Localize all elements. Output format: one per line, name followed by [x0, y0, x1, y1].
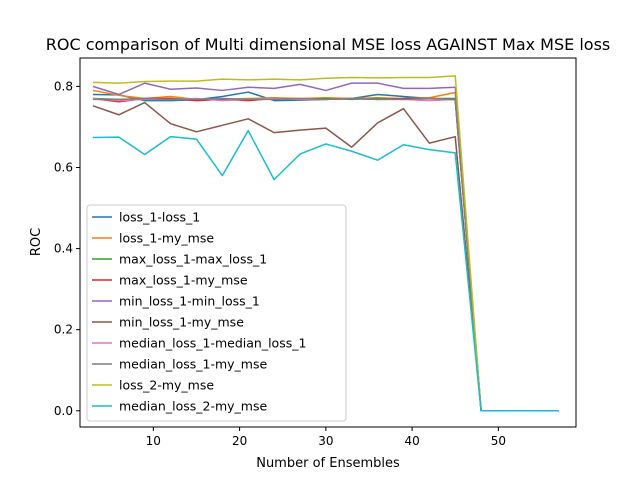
y-tick-label: 0.6: [54, 160, 73, 174]
x-axis-label: Number of Ensembles: [256, 456, 400, 471]
plot-frame: [79, 57, 577, 428]
y-tick-label: 0.8: [54, 79, 73, 93]
x-tick-label: 40: [404, 434, 419, 448]
legend-entry-5: min_loss_1-my_mse: [119, 315, 244, 330]
y-tick-label: 0.0: [54, 404, 73, 418]
legend-box: [86, 204, 347, 422]
legend-entry-0: loss_1-loss_1: [119, 210, 200, 225]
legend-entry-6: median_loss_1-median_loss_1: [119, 336, 306, 351]
y-tick-label: 0.4: [54, 242, 73, 256]
legend-entry-9: median_loss_2-my_mse: [119, 399, 267, 414]
chart-legend: loss_1-loss_1 loss_1-my_mse max_loss_1-max…: [86, 204, 347, 422]
legend-entry-2: max_loss_1-max_loss_1: [119, 252, 267, 267]
legend-entry-4: min_loss_1-min_loss_1: [119, 294, 260, 309]
x-tick-label: 10: [146, 434, 161, 448]
legend-entry-7: median_loss_1-my_mse: [119, 357, 267, 372]
series-layer: [92, 75, 559, 412]
legend-entry-1: loss_1-my_mse: [119, 231, 214, 246]
axes-layer: 10 20 30 40 50 0.0 0.2 0.4 0.6 0.8: [54, 79, 506, 448]
x-tick-label: 30: [318, 434, 333, 448]
y-tick-label: 0.2: [54, 323, 73, 337]
series-line-9: [92, 129, 559, 412]
legend-entry-3: max_loss_1-my_mse: [119, 273, 248, 288]
x-tick-label: 20: [232, 434, 247, 448]
y-axis-label: ROC: [29, 228, 44, 256]
chart-title: ROC comparison of Multi dimensional MSE …: [46, 35, 610, 54]
legend-entry-8: loss_2-my_mse: [119, 378, 214, 393]
x-tick-label: 50: [491, 434, 506, 448]
